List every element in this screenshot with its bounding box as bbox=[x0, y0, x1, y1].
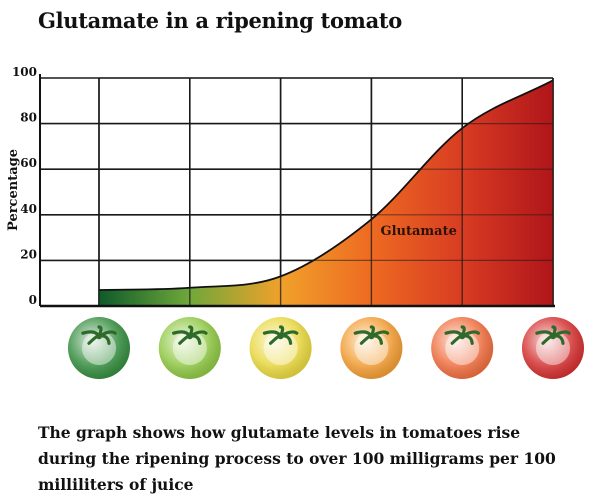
glutamate-line bbox=[98, 79, 554, 291]
y-tick-label: 60 bbox=[20, 156, 37, 170]
tomato-markers bbox=[68, 317, 584, 379]
tomato-stem bbox=[459, 332, 466, 340]
tomato-stem bbox=[368, 332, 375, 340]
tomato-icon bbox=[522, 317, 584, 379]
caption: The graph shows how glutamate levels in … bbox=[38, 423, 556, 494]
axes bbox=[39, 74, 555, 308]
tomato-stem bbox=[186, 332, 193, 340]
tomato-stem bbox=[277, 332, 284, 340]
y-tick-labels: 0 20 40 60 80 100 bbox=[12, 65, 37, 307]
tomato-icon bbox=[249, 317, 312, 379]
tomato-calyx bbox=[262, 325, 299, 345]
chart: 0 20 40 60 80 100 Percentage Glutamate bbox=[6, 65, 584, 379]
tomato-icon bbox=[68, 317, 130, 379]
tomato-calyx bbox=[172, 325, 208, 345]
y-axis-label: Percentage bbox=[6, 149, 21, 231]
tomato-calyx bbox=[353, 325, 390, 345]
chart-title: Glutamate in a ripening tomato bbox=[38, 8, 402, 33]
tomato-icon bbox=[431, 317, 494, 379]
tomato-stem bbox=[95, 332, 103, 340]
glutamate-annotation: Glutamate bbox=[380, 224, 456, 239]
tomato-icon bbox=[158, 317, 221, 379]
y-tick-label: 40 bbox=[20, 202, 37, 216]
y-tick-label: 20 bbox=[20, 247, 37, 261]
tomato-calyx bbox=[444, 325, 480, 345]
tomato-calyx bbox=[535, 325, 571, 345]
glutamate-area bbox=[99, 80, 553, 306]
y-tick-label: 80 bbox=[20, 111, 37, 125]
tomato-icon bbox=[340, 317, 403, 379]
y-tick-label: 0 bbox=[29, 293, 37, 307]
tomato-calyx bbox=[81, 325, 117, 345]
tomato-stem bbox=[549, 332, 557, 340]
y-tick-label: 100 bbox=[12, 65, 37, 79]
area-layer bbox=[98, 77, 554, 306]
